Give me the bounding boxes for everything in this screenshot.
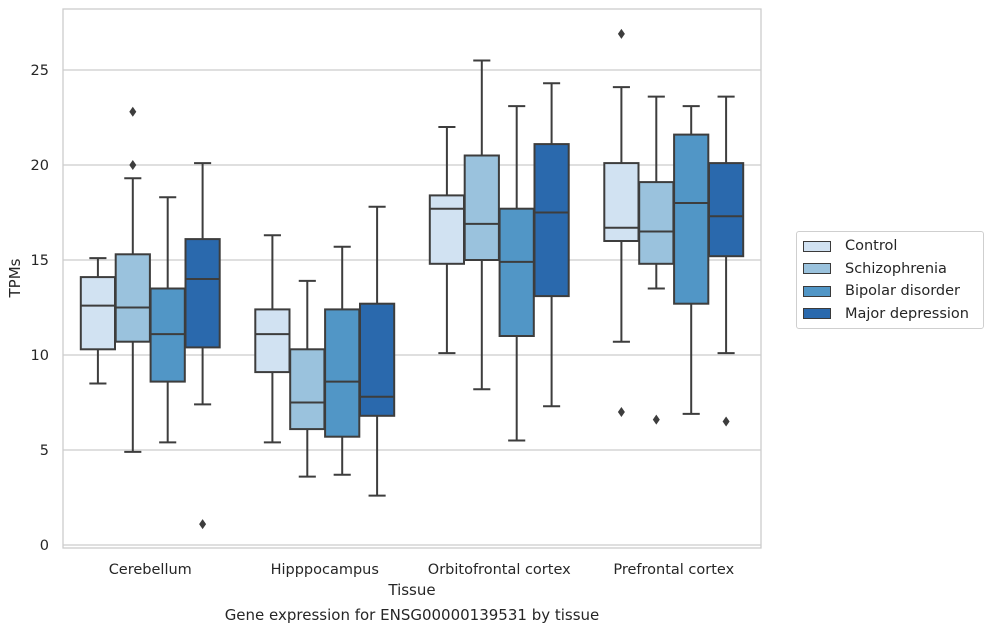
outlier-point [129, 106, 137, 117]
box [463, 154, 500, 261]
box [358, 302, 396, 417]
box [79, 276, 117, 351]
legend-swatch [803, 240, 831, 252]
chart-caption: Gene expression for ENSG00000139531 by t… [224, 606, 600, 624]
x-tick-labels: Cerebellum Hipppocampus Orbitofrontal cort… [109, 562, 735, 578]
outlier-point [652, 414, 660, 425]
y-tick-label: 0 [40, 538, 49, 554]
legend-swatch [803, 263, 831, 275]
plot-area [62, 8, 762, 549]
box [428, 194, 466, 265]
box [603, 162, 640, 243]
legend-item: Schizophrenia [797, 258, 983, 281]
box [638, 181, 675, 265]
box [324, 308, 361, 438]
outlier-point [722, 416, 730, 427]
box [289, 348, 326, 431]
y-tick-label: 5 [40, 443, 49, 459]
y-tick-label: 25 [31, 63, 49, 79]
x-tick-label: Orbitofrontal cortex [428, 562, 571, 578]
legend-item: Major depression [797, 303, 983, 326]
x-axis-label: Tissue [387, 581, 435, 599]
x-tick-label: Cerebellum [109, 562, 192, 578]
box [533, 143, 570, 298]
box [184, 238, 221, 349]
y-tick-labels: 0 5 10 15 20 25 [31, 63, 49, 554]
outlier-point [617, 407, 625, 417]
y-tick-label: 10 [31, 348, 49, 364]
outlier-point [129, 160, 137, 170]
y-tick-label: 20 [31, 158, 49, 174]
legend-swatch [803, 285, 831, 297]
legend-label: Bipolar disorder [845, 283, 960, 300]
box [707, 162, 745, 258]
x-tick-label: Hipppocampus [271, 562, 379, 578]
box [254, 308, 291, 374]
outlier-point [199, 519, 207, 530]
box-series [79, 28, 745, 530]
legend: Control Schizophrenia Bipolar disorder Majo… [796, 231, 984, 329]
box [673, 133, 710, 305]
legend-swatch [803, 308, 831, 320]
x-tick-label: Prefrontal cortex [613, 562, 734, 578]
legend-item: Bipolar disorder [797, 280, 983, 303]
y-tick-label: 15 [31, 253, 49, 269]
y-axis-label: TPMs [6, 258, 24, 298]
box [114, 253, 151, 343]
legend-label: Control [845, 238, 898, 255]
legend-item: Control [797, 235, 983, 258]
legend-label: Schizophrenia [845, 260, 947, 277]
series-major-depression [184, 82, 745, 530]
legend-label: Major depression [845, 305, 969, 322]
outlier-point [617, 28, 625, 39]
box [498, 207, 535, 337]
